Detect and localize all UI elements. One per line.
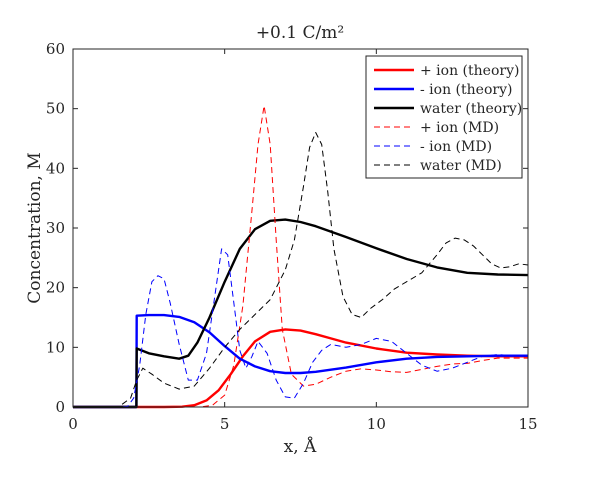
y-tick-label: 10	[46, 338, 65, 356]
y-tick-label: 40	[46, 159, 65, 177]
legend-label-0: + ion (theory)	[420, 63, 519, 79]
legend: + ion (theory) - ion (theory) water (theor…	[365, 55, 523, 179]
legend-label-5: water (MD)	[420, 158, 502, 174]
y-tick-label: 30	[46, 219, 65, 237]
series-line-2	[73, 218, 529, 409]
x-tick-label: 0	[68, 415, 78, 433]
x-tick-label: 5	[220, 415, 230, 433]
legend-label-4: - ion (MD)	[420, 139, 492, 155]
y-tick-label: 20	[46, 279, 65, 297]
chart-title: +0.1 C/m²	[256, 23, 344, 43]
x-tick-label: 15	[518, 415, 537, 433]
legend-box	[365, 55, 523, 179]
axes-layer: 0 5 10 15 0 10 20 30 40 50 60	[46, 40, 538, 433]
y-axis-title: Concentration, M	[25, 152, 45, 303]
legend-label-3: + ion (MD)	[420, 120, 499, 136]
y-tick-label: 60	[46, 40, 65, 58]
series-line-1	[73, 313, 528, 409]
series-line-0	[73, 328, 528, 409]
y-tick-label: 50	[46, 100, 65, 118]
x-tick-label: 10	[367, 415, 386, 433]
series-line-5	[73, 132, 529, 408]
legend-label-2: water (theory)	[420, 101, 522, 117]
series-line-4	[73, 248, 529, 408]
y-tick-label: 0	[55, 398, 65, 416]
x-axis-title: x, Å	[284, 436, 317, 457]
legend-label-1: - ion (theory)	[420, 82, 512, 98]
